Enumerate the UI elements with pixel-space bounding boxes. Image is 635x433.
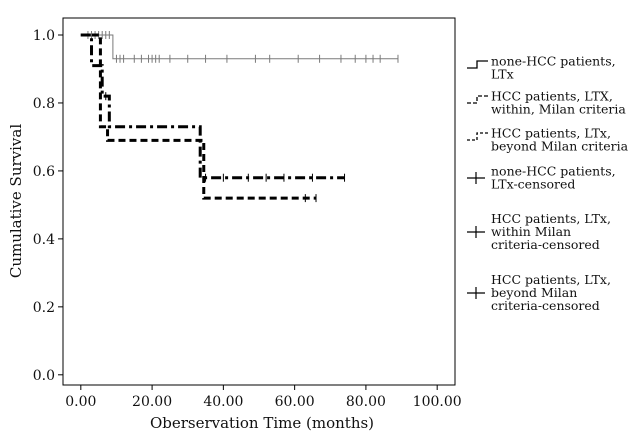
x-tick-label: 40.00	[203, 394, 243, 410]
legend: none-HCC patients, LTx HCC patients, LTX, w…	[467, 54, 629, 313]
x-tick-label: 20.00	[132, 394, 172, 410]
legend-symbol	[467, 95, 488, 104]
x-tick-label: 0.00	[65, 394, 96, 410]
plot-area	[62, 17, 456, 386]
y-tick-label: 1.0	[33, 28, 55, 44]
legend-label: none-HCC patients, LTx	[491, 54, 616, 82]
legend-label: HCC patients, LTx, beyond Milan criteria	[491, 126, 629, 154]
x-axis-title: Oberservation Time (months)	[150, 414, 374, 432]
y-tick-label: 0.8	[33, 96, 55, 112]
legend-symbol	[467, 60, 488, 69]
x-tick-label: 100.00	[413, 394, 462, 410]
series-line-3	[80, 33, 317, 200]
series-layer	[80, 30, 399, 203]
legend-label: HCC patients, LTx, beyond Milan criteria-c…	[491, 272, 611, 313]
y-tick-label: 0.0	[33, 368, 55, 384]
y-tick-label: 0.6	[33, 164, 55, 180]
legend-label: HCC patients, LTx, within Milan criteria-c…	[491, 211, 611, 252]
y-axis-title: Cumulative Survival	[7, 124, 25, 279]
legend-label: HCC patients, LTX, within, Milan criteria	[491, 89, 626, 117]
y-tick-label: 0.2	[33, 300, 55, 316]
legend-label: none-HCC patients, LTx-censored	[491, 164, 616, 192]
x-tick-label: 80.00	[346, 394, 386, 410]
axis-ticks: 0.00 20.00 40.00 60.00 80.00 100.00 0.0 0.2 0.4 0…	[33, 28, 462, 410]
x-tick-label: 60.00	[275, 394, 315, 410]
legend-symbol	[467, 132, 488, 141]
y-tick-label: 0.4	[33, 232, 55, 248]
